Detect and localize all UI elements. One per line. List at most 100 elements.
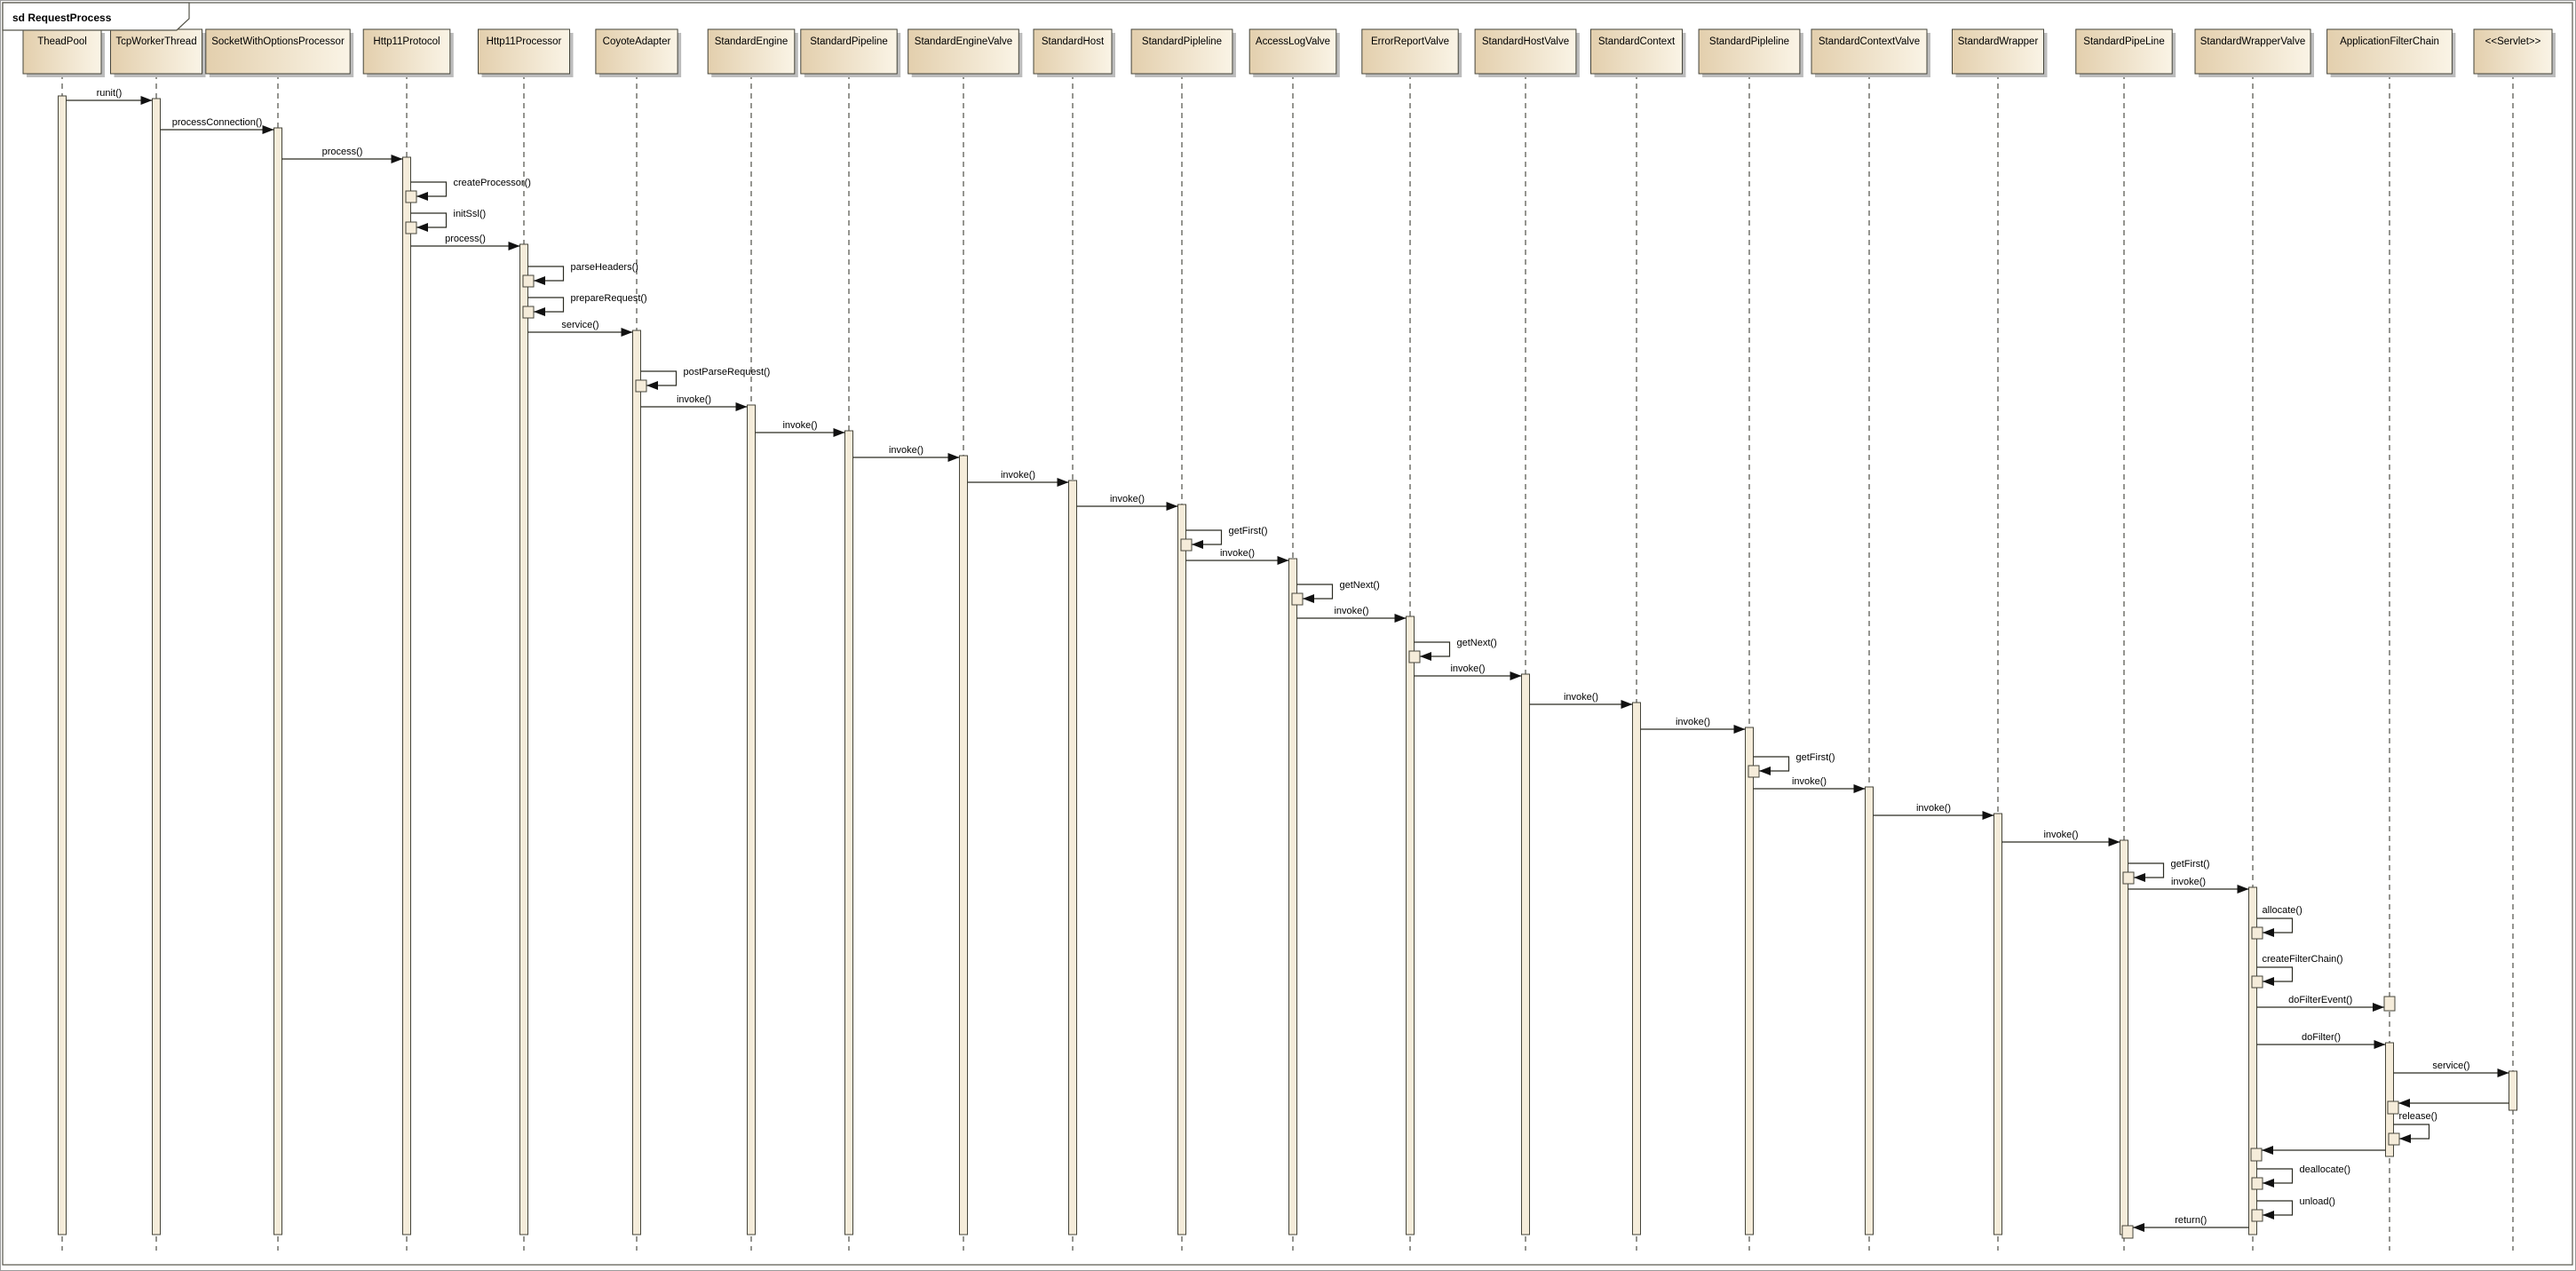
lifeline-name: Http11Processor (487, 36, 562, 47)
message-label: getFirst() (1796, 752, 1835, 763)
activations-12 (1406, 616, 1415, 1235)
nested-activation (2250, 1148, 2263, 1162)
message-23-getFirst: getFirst() (1748, 752, 1835, 778)
activation-bar (747, 404, 756, 1235)
activations-15 (1745, 727, 1754, 1235)
message-4-initSsl: initSsl() (405, 209, 486, 234)
head-box (1361, 28, 1459, 75)
nested-activation (1291, 592, 1304, 606)
message-35-release: release() (2388, 1111, 2437, 1146)
head-box (2075, 28, 2173, 75)
activations-4 (519, 243, 528, 1235)
message-line (640, 370, 678, 386)
activations-3 (402, 156, 411, 1235)
message-label: return() (2175, 1215, 2207, 1226)
head-box (707, 28, 796, 75)
message-20-invoke: invoke() (1414, 663, 1522, 680)
arrowhead (947, 453, 960, 462)
lifeline-name: StandardHost (1042, 36, 1105, 47)
nested-activation (2251, 1177, 2263, 1190)
head-box (595, 28, 678, 75)
lifeline-head-18: StandardPipeLine (2075, 28, 2176, 77)
arrowhead (1166, 502, 1178, 511)
activation-bar (959, 455, 968, 1235)
nested-activation (2251, 975, 2263, 989)
arrowhead (2237, 885, 2249, 894)
activation-bar (1177, 504, 1186, 1235)
message-line (2256, 966, 2294, 982)
arrowhead (1853, 784, 1866, 793)
lifeline-head-7: StandardPipeline (800, 28, 901, 77)
arrowhead (140, 96, 153, 105)
activation-bar (273, 127, 282, 1235)
message-22-invoke: invoke() (1640, 717, 1746, 734)
lifeline-head-10: StandardPipleline (1130, 28, 1236, 77)
arrowhead (2263, 1211, 2274, 1219)
activation-bar (1521, 673, 1530, 1235)
message-25-invoke: invoke() (1873, 803, 1994, 820)
message-28-invoke: invoke() (2128, 877, 2249, 894)
frame-tag (2, 2, 190, 31)
message-label: invoke() (889, 445, 923, 456)
message-0-runit: runit() (66, 88, 153, 105)
arrowhead (2399, 1134, 2411, 1143)
message-15-getFirst: getFirst() (1180, 526, 1268, 552)
activation-bar (402, 156, 411, 1235)
message-label: runit() (97, 88, 123, 99)
message-26-invoke: invoke() (2001, 830, 2120, 846)
lifeline-head-0: TheadPool (22, 28, 105, 77)
lifeline-name: StandardEngineValve (915, 36, 1012, 47)
activation-bar (1865, 786, 1874, 1235)
nested-activation (1408, 650, 1421, 663)
message-line (1185, 529, 1223, 545)
message-label: invoke() (1676, 717, 1710, 727)
lifeline-name: <<Servlet>> (2485, 36, 2541, 47)
arrowhead (1303, 594, 1314, 603)
message-label: release() (2399, 1111, 2437, 1122)
lifeline-head-13: StandardHostValve (1474, 28, 1580, 77)
activation-bar (58, 95, 67, 1235)
arrowhead (833, 428, 845, 437)
message-label: processConnection() (172, 117, 263, 128)
message-33-service: service() (2393, 1060, 2509, 1077)
head-box (1033, 28, 1113, 75)
message-label: invoke() (782, 420, 817, 431)
arrowhead (646, 381, 658, 390)
arrowhead (1192, 540, 1203, 549)
message-label: process() (322, 147, 363, 157)
message-label: invoke() (677, 394, 711, 405)
message-11-invoke: invoke() (755, 420, 845, 437)
message-label: invoke() (2043, 830, 2078, 840)
message-27-getFirst: getFirst() (2122, 859, 2210, 885)
activation-bar (1993, 813, 2002, 1235)
message-label: deallocate() (2300, 1164, 2350, 1175)
activations-0 (58, 95, 67, 1235)
arrowhead (735, 402, 748, 411)
lifeline-name: SocketWithOptionsProcessor (211, 36, 345, 47)
lifeline-head-16: StandardContextValve (1811, 28, 1930, 77)
message-label: prepareRequest() (571, 293, 647, 304)
message-12-invoke: invoke() (852, 445, 960, 462)
arrowhead (2398, 1099, 2410, 1108)
activation-bar (1745, 727, 1754, 1235)
message-18-invoke: invoke() (1296, 606, 1407, 623)
message-39-return: return() (2121, 1215, 2249, 1239)
nested-activation (2251, 926, 2263, 940)
head-box (1474, 28, 1577, 75)
nested-activation (1748, 765, 1760, 778)
arrowhead (1733, 725, 1746, 734)
lifeline-name: StandardContext (1598, 36, 1676, 47)
head-box (362, 28, 451, 75)
head-box (1130, 28, 1233, 75)
lifeline-name: Http11Protocol (373, 36, 440, 47)
lifeline-head-19: StandardWrapperValve (2194, 28, 2314, 77)
activations-11 (1288, 558, 1297, 1235)
message-label: invoke() (1220, 548, 1255, 559)
lifeline-name: ErrorReportValve (1371, 36, 1449, 47)
arrowhead (391, 155, 403, 163)
activations-8 (959, 455, 968, 1235)
message-line (2256, 1200, 2294, 1216)
head-box (1248, 28, 1337, 75)
